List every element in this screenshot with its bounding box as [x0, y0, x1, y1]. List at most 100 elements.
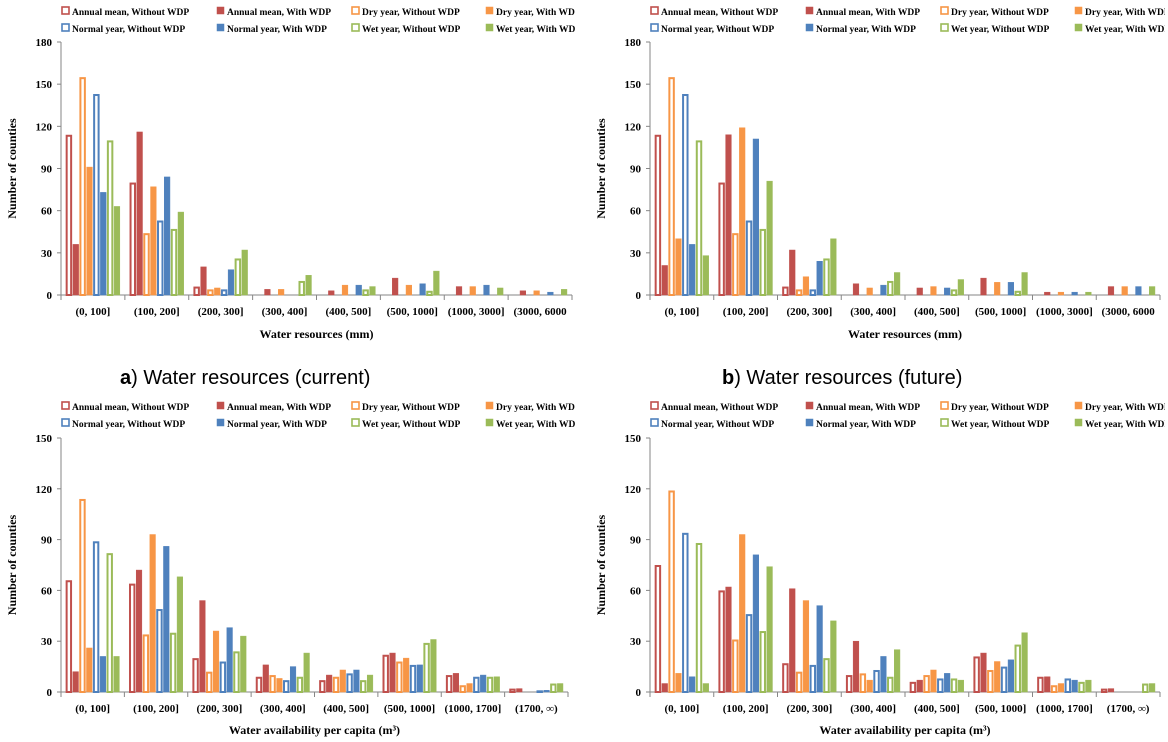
- legend-label-5: Normal year, With WDP: [816, 420, 916, 430]
- legend-swatch-7: [1074, 23, 1083, 32]
- bar-2-4-0: [92, 541, 100, 693]
- bar-3-3-0: [675, 673, 682, 693]
- bar-0-2-0: [79, 77, 86, 296]
- bar-2-1-1: [135, 569, 143, 693]
- bar-3-7-6: [1085, 679, 1092, 693]
- legend-swatch-1: [216, 6, 225, 15]
- legend-label-6: Wet year, Without WDP: [951, 25, 1050, 35]
- bar-2-2-4: [332, 676, 340, 694]
- bar-0-1-2: [200, 266, 207, 296]
- bar-2-4-7: [536, 690, 543, 693]
- bar-3-0-2: [782, 663, 789, 693]
- bar-2-4-1: [156, 609, 163, 694]
- x-axis-title: Water resources (mm): [848, 327, 962, 341]
- caption-b-text: ) Water resources (future): [734, 367, 963, 389]
- y-tick-label: 60: [630, 585, 642, 597]
- bar-3-7-2: [830, 620, 837, 693]
- y-tick-label: 150: [36, 433, 53, 445]
- legend-swatch-2: [940, 401, 949, 410]
- legend-swatch-2: [351, 6, 360, 15]
- legend-swatch-3: [485, 401, 494, 410]
- bar-1-4-0: [682, 94, 689, 296]
- y-tick-label: 180: [36, 37, 53, 49]
- legend-label-1: Annual mean, With WDP: [227, 403, 331, 413]
- bar-3-4-1: [745, 614, 753, 694]
- x-axis-title: Water resources (mm): [260, 327, 374, 341]
- bar-0-6-0: [106, 140, 114, 296]
- legend-swatch-6: [351, 23, 360, 32]
- bar-1-1-4: [916, 287, 923, 296]
- x-tick-label: (200, 300]: [786, 306, 832, 318]
- bar-1-3-6: [1057, 291, 1065, 296]
- bar-0-0-0: [65, 134, 73, 296]
- x-tick-label: (1000, 1700]: [445, 703, 502, 715]
- legend-swatch-0: [61, 401, 70, 410]
- x-tick-label: (500, 1000]: [975, 703, 1026, 715]
- legend-label-0: Annual mean, Without WDP: [661, 8, 778, 18]
- bar-1-7-6: [1085, 291, 1092, 296]
- legend-swatch-7: [485, 418, 494, 427]
- bar-0-5-4: [355, 284, 362, 296]
- bar-2-7-1: [176, 576, 183, 693]
- bar-2-7-3: [303, 652, 310, 693]
- bar-0-3-0: [86, 166, 93, 296]
- legend-swatch-3: [485, 6, 494, 15]
- bar-0-3-3: [278, 289, 285, 296]
- legend-swatch-2: [940, 6, 949, 15]
- bar-1-6-3: [887, 280, 894, 297]
- x-tick-label: (500, 1000]: [387, 306, 438, 318]
- bar-2-4-4: [346, 673, 353, 694]
- bar-3-2-2: [795, 671, 803, 693]
- x-tick-label: (1700, ∞): [1107, 703, 1150, 715]
- bar-0-6-4: [362, 289, 369, 296]
- bar-1-3-2: [802, 276, 810, 296]
- y-tick-label: 30: [630, 636, 642, 648]
- bar-3-4-2: [809, 664, 817, 694]
- chart-0: 0 30 60 90 120 150 180 (0, 100] (100, 200] (200, …: [5, 6, 581, 341]
- bar-2-1-3: [262, 664, 269, 693]
- bar-3-2-5: [987, 669, 994, 694]
- legend-label-4: Normal year, Without WDP: [661, 420, 774, 430]
- bar-2-4-3: [283, 680, 290, 694]
- legend-swatch-2: [351, 401, 360, 410]
- bar-3-4-4: [937, 678, 944, 693]
- legend-label-1: Annual mean, With WDP: [227, 8, 331, 18]
- bar-3-0-7: [1100, 688, 1108, 694]
- bar-1-7-4: [957, 279, 964, 296]
- chart-1: 0 30 60 90 120 150 180 (0, 100] (100, 200] (200, …: [594, 6, 1168, 341]
- legend-label-1: Annual mean, With WDP: [816, 403, 920, 413]
- bar-0-5-5: [419, 283, 426, 296]
- bar-1-7-2: [830, 238, 837, 296]
- bar-2-3-2: [212, 630, 220, 693]
- bar-0-1-3: [264, 289, 271, 296]
- bar-3-6-3: [887, 676, 894, 694]
- bar-2-0-6: [445, 675, 453, 693]
- x-tick-label: (200, 300]: [198, 306, 244, 318]
- bar-1-3-3: [866, 287, 873, 296]
- bar-2-3-6: [466, 683, 473, 693]
- legend-swatch-7: [1074, 418, 1083, 427]
- bar-2-3-1: [149, 534, 156, 693]
- bar-1-5-7: [1135, 286, 1142, 296]
- bar-2-0-2: [192, 658, 199, 694]
- bar-3-7-3: [894, 649, 901, 693]
- bar-3-4-5: [1000, 666, 1008, 693]
- bar-3-1-2: [789, 588, 796, 693]
- bar-1-6-4: [950, 289, 958, 296]
- bar-2-6-5: [423, 642, 430, 693]
- bar-2-2-3: [269, 675, 276, 693]
- bar-0-4-0: [93, 94, 100, 296]
- y-tick-label: 120: [36, 484, 53, 496]
- legend-label-7: Wet year, With WDP: [496, 420, 581, 430]
- bar-0-1-5: [392, 277, 399, 296]
- caption-b: b) Water resources (future): [722, 367, 962, 390]
- bar-1-6-1: [759, 228, 766, 296]
- bar-1-6-0: [695, 140, 703, 296]
- bar-0-3-5: [405, 284, 412, 296]
- legend-label-1: Annual mean, With WDP: [816, 8, 920, 18]
- legend-label-3: Dry year, With WDP: [1085, 8, 1168, 18]
- legend-label-3: Dry year, With WDP: [496, 8, 581, 18]
- bar-2-7-2: [240, 635, 247, 693]
- legend-swatch-3: [1074, 401, 1083, 410]
- x-tick-label: (0, 100]: [664, 306, 699, 318]
